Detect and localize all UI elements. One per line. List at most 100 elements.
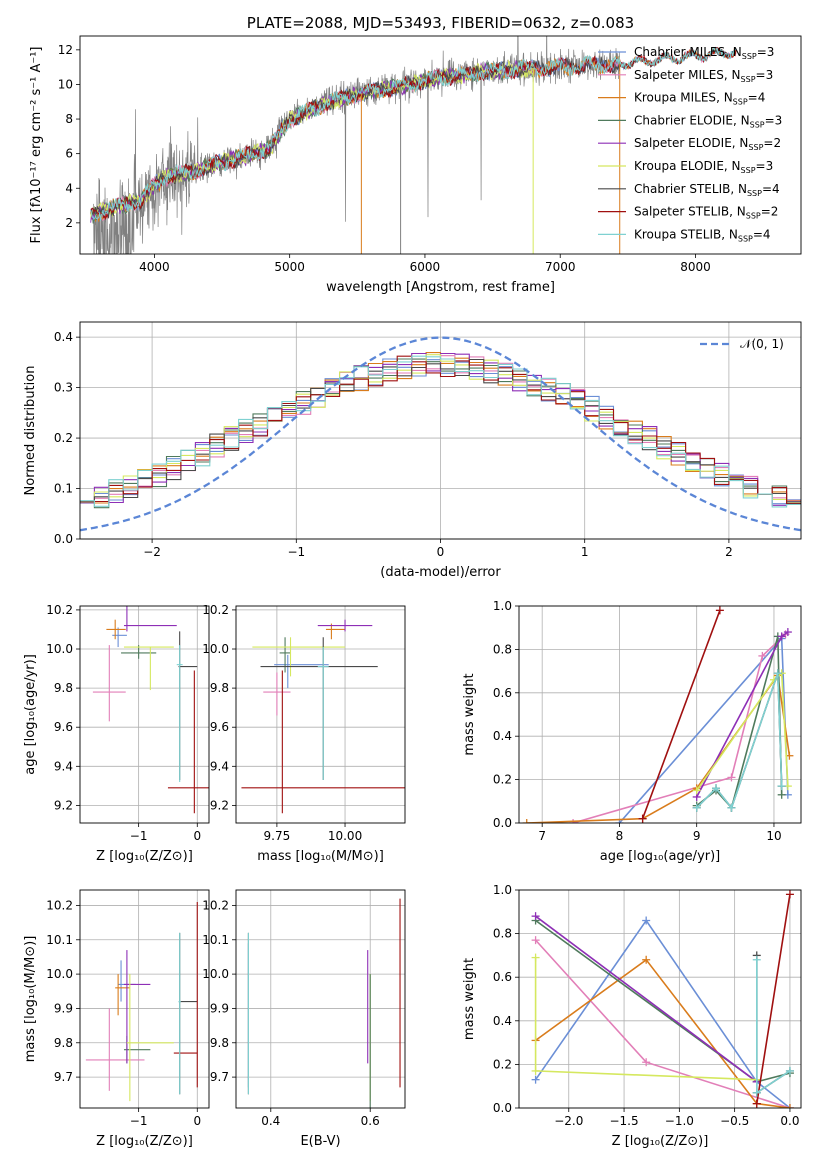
mass-weight-marker (569, 819, 578, 823)
mass-weight-vs-metallicity-panel: −2.0 −1.5 −1.0 −0.5 0.0 0.0 0.2 0.4 0.6 0.8 1.0 Z [… (462, 883, 802, 1149)
y-tick-label: 0.2 (54, 431, 73, 445)
error-bar-point (178, 932, 181, 1095)
error-bar-point (112, 627, 127, 648)
y-tick-label: 1.0 (493, 883, 512, 897)
y-tick-label: 0.0 (493, 1101, 512, 1115)
y-tick-label: 0.6 (493, 686, 512, 700)
plot-area (522, 606, 794, 823)
mass-weight-marker (785, 1104, 794, 1108)
y-axis-label: Flux [fλ10⁻¹⁷ erg cm⁻² s⁻¹ A⁻¹] (29, 47, 44, 244)
x-axis-label: age [log₁₀(age/yr)] (600, 849, 721, 864)
y-tick-label: 9.8 (210, 1036, 229, 1050)
x-tick-label: 7000 (545, 260, 576, 274)
x-tick-label: 0 (193, 829, 201, 843)
mass-weight-line (641, 610, 721, 819)
mass-weight-marker (531, 936, 540, 945)
x-tick-label: 0.4 (261, 1114, 280, 1128)
legend-entry: Salpeter STELIB, NSSP=2 (634, 205, 778, 221)
y-tick-label: 10.2 (202, 898, 229, 912)
mass-weight-marker (785, 1066, 794, 1075)
error-bar-point (178, 932, 198, 1095)
error-bar-point (260, 637, 378, 780)
y-tick-label: 0.6 (493, 970, 512, 984)
x-axis-label: Z [log₁₀(Z/Z⊙)] (612, 1134, 709, 1149)
y-tick-label: 0.1 (54, 482, 73, 496)
y-tick-label: 8 (65, 112, 73, 126)
mass-weight-marker (758, 651, 767, 660)
mass-vs-metallicity-panel: −1 0 9.7 9.8 9.9 10.0 10.1 10.2 Z [log₁₀(Z/Z⊙)] m… (23, 889, 210, 1149)
y-tick-label: 0.4 (54, 330, 73, 344)
mass-weight-marker (638, 814, 647, 823)
axes-frame (79, 605, 210, 824)
mass-weight-marker (715, 606, 724, 615)
residual-histogram (80, 355, 801, 508)
model-spectrum (90, 59, 534, 223)
mass-weight-marker (531, 1075, 540, 1084)
y-tick-label: 2 (65, 216, 73, 230)
error-bar-point (173, 902, 198, 1088)
mass-weight-marker (727, 773, 736, 782)
y-tick-label: 9.2 (54, 798, 73, 812)
y-tick-label: 10.1 (46, 933, 73, 947)
legend-entry: Kroupa MILES, NSSP=4 (634, 91, 765, 107)
residual-histogram (80, 358, 801, 504)
y-tick-label: 12 (58, 43, 73, 57)
mass-weight-marker (642, 955, 651, 964)
mass-weight-marker (712, 784, 721, 793)
legend-entry: 𝒩(0, 1) (740, 337, 784, 351)
mass-weight-vs-age-panel: 7 8 9 10 0.0 0.2 0.4 0.6 0.8 1.0 age [log₁₀(age/yr… (462, 599, 802, 864)
error-bar-point (123, 950, 151, 1064)
error-bar-point (325, 623, 346, 640)
y-tick-label: 0.0 (54, 532, 73, 546)
error-bar-point (279, 637, 291, 673)
mass-weight-marker (752, 1088, 761, 1097)
mass-weight-line (572, 633, 787, 823)
x-axis-label: mass [log₁₀(M/M⊙)] (257, 849, 384, 864)
legend-entry: Salpeter MILES, NSSP=3 (634, 68, 773, 84)
y-tick-label: 0.4 (493, 729, 512, 743)
error-bar-point (126, 974, 174, 1102)
y-tick-label: 9.4 (54, 759, 73, 773)
mass-weight-marker (692, 786, 701, 795)
error-bar-point (92, 645, 126, 722)
x-tick-label: −1 (287, 545, 305, 559)
error-bar-point (274, 654, 329, 689)
axes-frame (79, 889, 210, 1109)
x-tick-label: 0 (193, 1114, 201, 1128)
mass-weight-marker (777, 632, 786, 641)
y-tick-label: 0.3 (54, 381, 73, 395)
y-tick-label: 0.2 (493, 1057, 512, 1071)
y-axis-label: Normed distribution (23, 366, 38, 496)
x-tick-label: 8 (616, 829, 624, 843)
error-bar-point (317, 619, 373, 632)
model-spectrum (90, 59, 534, 218)
mass-weight-marker (692, 803, 701, 812)
plot-area (247, 898, 401, 1108)
x-tick-label: −2.0 (554, 1114, 583, 1128)
mass-weight-line (696, 673, 783, 810)
y-tick-label: 10.0 (46, 967, 73, 981)
plot-area (90, 36, 737, 254)
error-bar-point (123, 646, 174, 691)
plot-area (241, 619, 405, 814)
mass-weight-marker (777, 790, 786, 799)
y-tick-label: 4 (65, 181, 73, 195)
error-bar-point (115, 974, 130, 1016)
age-vs-mass-panel: 9.75 10.00 9.2 9.4 9.6 9.8 10.0 10.2 mass [log₁₀… (202, 603, 406, 864)
mass-weight-line (756, 894, 791, 1104)
age-vs-metallicity-panel: −1 0 9.2 9.4 9.6 9.8 10.0 10.2 Z [log₁₀(Z/Z⊙)] ag… (23, 603, 210, 864)
x-tick-label: 10.00 (328, 829, 362, 843)
error-bar-point (85, 1008, 145, 1091)
axes-frame (79, 321, 802, 540)
x-tick-label: 6000 (410, 260, 441, 274)
residual-histogram (80, 352, 801, 506)
mass-weight-marker (783, 628, 792, 637)
x-axis-label: Z [log₁₀(Z/Z⊙)] (96, 1134, 193, 1149)
y-tick-label: 9.6 (54, 720, 73, 734)
residual-histogram (80, 355, 801, 505)
y-tick-label: 10.2 (46, 603, 73, 617)
error-bar-point (167, 670, 209, 814)
residuals-panel: −2 −1 0 1 2 0.0 0.1 0.2 0.3 0.4 (data-model)/error… (23, 321, 802, 580)
x-axis-label: Z [log₁₀(Z/Z⊙)] (96, 849, 193, 864)
